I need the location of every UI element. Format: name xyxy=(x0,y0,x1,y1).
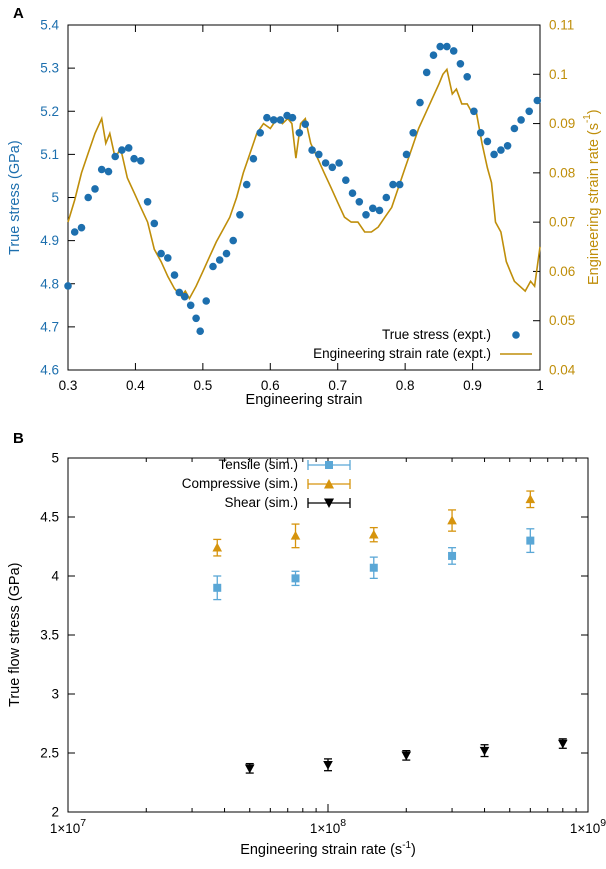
svg-text:5.4: 5.4 xyxy=(40,18,59,33)
svg-text:0.09: 0.09 xyxy=(549,116,575,131)
sample-triangle-up xyxy=(324,478,334,488)
svg-text:0.5: 0.5 xyxy=(193,378,212,393)
b-x-title-sup: -1 xyxy=(402,840,411,851)
svg-text:0.11: 0.11 xyxy=(549,18,574,33)
legend-label-compressive: Compressive (sim.) xyxy=(181,476,298,491)
true-stress-points-series xyxy=(64,42,542,336)
svg-text:2: 2 xyxy=(51,805,59,820)
svg-text:1×109: 1×109 xyxy=(570,817,606,836)
right-axis-title-sup: -1 xyxy=(582,114,594,124)
legend-label-shear: Shear (sim.) xyxy=(224,495,298,510)
legend-item-compressive: Compressive (sim.) xyxy=(130,475,353,492)
triangle-down-errorbar-icon xyxy=(307,497,351,508)
panel-b-legend: Tensile (sim.) Compressive (sim.) Shear … xyxy=(130,456,353,511)
strain-rate-line-series xyxy=(67,67,541,301)
series-triangle-down xyxy=(244,738,568,774)
series-triangle-up xyxy=(212,490,536,557)
right-axis-title-text: Engineering strain rate (s xyxy=(586,123,602,286)
svg-text:5.1: 5.1 xyxy=(40,147,59,162)
svg-text:0.05: 0.05 xyxy=(549,313,575,328)
svg-text:5: 5 xyxy=(51,451,59,466)
triangle-up-errorbar-icon xyxy=(307,478,351,489)
svg-text:1×107: 1×107 xyxy=(50,817,86,836)
svg-text:0.04: 0.04 xyxy=(549,363,576,378)
b-x-title-text: Engineering strain rate (s xyxy=(240,841,403,858)
svg-text:3.5: 3.5 xyxy=(40,628,59,643)
square-errorbar-icon xyxy=(307,459,351,470)
svg-text:0.8: 0.8 xyxy=(396,378,415,393)
svg-text:2.5: 2.5 xyxy=(40,746,59,761)
legend-item-strain-rate: Engineering strain rate (expt.) xyxy=(313,345,534,362)
sample-square xyxy=(325,460,333,469)
legend-dot xyxy=(512,330,520,339)
sample-triangle-down xyxy=(324,498,334,508)
legend-item-shear: Shear (sim.) xyxy=(130,494,353,511)
svg-text:5.3: 5.3 xyxy=(40,61,59,76)
svg-text:1×108: 1×108 xyxy=(310,817,346,836)
panel-b-y-axis-title: True flow stress (GPa) xyxy=(7,562,23,708)
panel-a-plot: 0.3 0.4 0.5 0.6 0.7 0.8 0.9 1 4.6 4.7 4.8 4.9 5 5.1 5.… xyxy=(40,18,576,394)
panel-a-label: A xyxy=(13,5,24,22)
svg-text:0.07: 0.07 xyxy=(549,215,575,230)
legend-item-true-stress: True stress (expt.) xyxy=(313,326,534,343)
svg-text:0.4: 0.4 xyxy=(126,378,145,393)
legend-item-tensile: Tensile (sim.) xyxy=(130,456,353,473)
panel-a-right-axis-title: Engineering strain rate (s-1) xyxy=(579,25,603,370)
panel-b-plot: 2 2.5 3 3.5 4 4.5 5 1×107 1×108 1×109 xyxy=(40,451,606,837)
svg-text:0.1: 0.1 xyxy=(549,67,568,82)
line-sample-icon xyxy=(500,352,532,355)
svg-text:0.06: 0.06 xyxy=(549,264,575,279)
svg-text:4: 4 xyxy=(51,569,59,584)
right-axis-title-close: ) xyxy=(586,109,602,115)
b-x-title-close: ) xyxy=(410,841,416,858)
svg-text:5: 5 xyxy=(51,190,59,205)
panel-a-x-axis-title: Engineering strain xyxy=(245,392,363,408)
panel-b-axes: 2 2.5 3 3.5 4 4.5 5 1×107 1×108 1×109 xyxy=(40,451,606,837)
svg-text:1: 1 xyxy=(536,378,544,393)
panel-a-left-axis-title: True stress (GPa) xyxy=(7,140,23,255)
svg-text:0.9: 0.9 xyxy=(463,378,482,393)
legend-label-tensile: Tensile (sim.) xyxy=(218,457,298,472)
svg-text:5.2: 5.2 xyxy=(40,104,59,119)
svg-text:0.08: 0.08 xyxy=(549,165,575,180)
svg-text:4.6: 4.6 xyxy=(40,363,59,378)
svg-text:3: 3 xyxy=(51,687,59,702)
circle-marker-icon xyxy=(512,330,520,339)
svg-text:4.9: 4.9 xyxy=(40,233,59,248)
panel-b-x-axis-title: Engineering strain rate (s-1) xyxy=(68,840,588,858)
panel-a-legend: True stress (expt.) Engineering strain r… xyxy=(313,326,534,362)
legend-label-strain-rate: Engineering strain rate (expt.) xyxy=(313,346,491,361)
panel-a-axes: 0.3 0.4 0.5 0.6 0.7 0.8 0.9 1 4.6 4.7 4.8 4.9 5 5.1 5.… xyxy=(40,18,576,394)
svg-text:0.6: 0.6 xyxy=(261,378,280,393)
svg-text:4.8: 4.8 xyxy=(40,276,59,291)
svg-text:4.5: 4.5 xyxy=(40,510,59,525)
svg-text:0.3: 0.3 xyxy=(59,378,78,393)
panel-b-label: B xyxy=(13,430,24,447)
series-square xyxy=(213,528,535,601)
legend-label-true-stress: True stress (expt.) xyxy=(381,327,491,342)
svg-text:4.7: 4.7 xyxy=(40,319,59,334)
svg-text:0.7: 0.7 xyxy=(328,378,347,393)
